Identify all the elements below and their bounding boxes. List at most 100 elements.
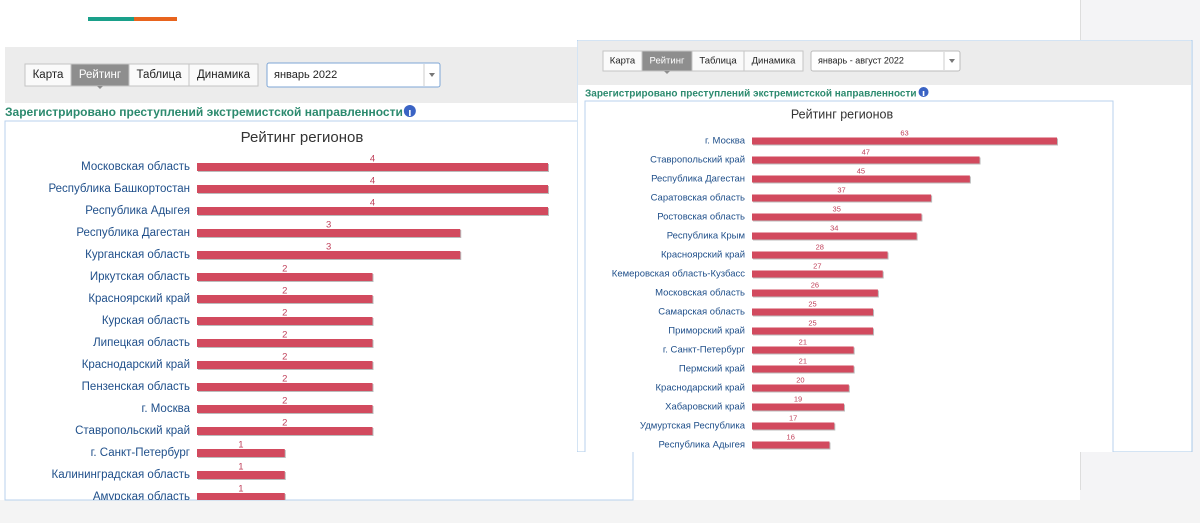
bar	[752, 251, 888, 259]
category-label: Пензенская область	[82, 381, 190, 393]
value-label: 37	[837, 185, 845, 194]
category-label: Московская область	[81, 161, 190, 173]
period-dropdown[interactable]	[266, 62, 441, 88]
value-label: 2	[282, 418, 287, 429]
value-label: 2	[282, 374, 287, 385]
info-icon-mark	[409, 110, 411, 116]
value-label: 17	[789, 413, 797, 422]
category-label: Курганская область	[85, 249, 190, 261]
chart-title: Рейтинг регионов	[791, 107, 894, 121]
category-label: Хабаровский край	[665, 402, 745, 413]
bar	[197, 471, 285, 479]
value-label: 26	[811, 280, 819, 289]
value-label: 4	[370, 176, 375, 187]
panel: Карта Рейтинг Таблица Динамика январь - авгу…	[577, 40, 1193, 452]
category-label: г. Москва	[705, 136, 746, 147]
category-label: Пермский край	[679, 364, 745, 375]
category-label: Иркутская область	[90, 271, 190, 283]
value-label: 20	[796, 375, 804, 384]
tab-label[interactable]: Динамика	[752, 56, 796, 67]
tab-pointer	[97, 86, 103, 89]
bar	[197, 251, 461, 259]
tab-label[interactable]: Рейтинг	[650, 56, 685, 67]
tab-label[interactable]: Динамика	[197, 69, 251, 81]
value-label: 21	[799, 337, 807, 346]
bar	[197, 185, 548, 193]
bar	[752, 422, 835, 430]
category-label: Саратовская область	[651, 193, 745, 204]
chart-box	[4, 120, 634, 501]
value-label: 25	[808, 299, 816, 308]
tab-label[interactable]: Таблица	[136, 69, 182, 81]
bar	[752, 327, 874, 335]
value-label: 63	[900, 128, 908, 137]
category-label: Липецкая область	[93, 337, 190, 349]
category-label: Кемеровская область-Кузбасс	[612, 269, 745, 280]
value-label: 34	[830, 223, 838, 232]
value-label: 3	[326, 242, 331, 253]
bar	[197, 229, 461, 237]
bar	[752, 175, 970, 183]
bar	[752, 213, 922, 221]
section-heading: Зарегистрировано преступлений экстремист…	[5, 105, 403, 119]
bar	[752, 137, 1057, 145]
bar	[752, 441, 830, 449]
category-label: Ставропольский край	[650, 155, 745, 166]
period-dropdown[interactable]	[810, 50, 961, 72]
tab[interactable]	[743, 50, 804, 72]
category-label: Республика Адыгея	[85, 205, 190, 217]
value-label: 21	[799, 356, 807, 365]
category-label: Краснодарский край	[656, 383, 745, 394]
value-label: 16	[787, 432, 795, 441]
category-label: Красноярский край	[661, 250, 745, 261]
tab-label[interactable]: Карта	[33, 69, 64, 81]
value-label: 1	[238, 462, 243, 473]
value-label: 1	[238, 440, 243, 451]
value-label: 4	[370, 198, 375, 209]
bar	[197, 273, 373, 281]
bar	[197, 405, 373, 413]
tab-pointer	[664, 71, 670, 74]
bar	[197, 383, 373, 391]
period-value[interactable]: январь 2022	[274, 69, 337, 81]
bar	[752, 403, 844, 411]
category-label: Курская область	[102, 315, 190, 327]
value-label: 2	[282, 264, 287, 275]
category-label: Республика Дагестан	[651, 174, 745, 185]
bar	[752, 308, 874, 316]
tab-label[interactable]: Таблица	[699, 56, 737, 67]
category-label: Удмуртская Республика	[640, 421, 746, 432]
dropdown-arrow[interactable]	[949, 59, 955, 63]
bar	[197, 163, 548, 171]
category-label: Ростовская область	[657, 212, 745, 223]
category-label: Самарская область	[658, 307, 745, 318]
bar	[752, 156, 980, 164]
value-label: 47	[862, 147, 870, 156]
bar	[752, 270, 883, 278]
value-label: 4	[370, 154, 375, 165]
bar	[752, 194, 932, 202]
tab-label[interactable]: Карта	[610, 56, 636, 67]
value-label: 19	[794, 394, 802, 403]
bar	[752, 384, 849, 392]
bar	[752, 346, 854, 354]
value-label: 35	[833, 204, 841, 213]
value-label: 25	[808, 318, 816, 327]
dropdown-arrow[interactable]	[429, 73, 435, 77]
logo-stripe	[88, 17, 134, 21]
category-label: г. Санкт-Петербург	[663, 345, 746, 356]
panel-controls: Карта Рейтинг Таблица Динамика январь 2022 За…	[5, 62, 441, 119]
value-label: 27	[813, 261, 821, 270]
bar	[197, 339, 373, 347]
tab[interactable]	[188, 63, 259, 87]
logo-stripe	[134, 17, 177, 21]
period-value[interactable]: январь - август 2022	[818, 55, 904, 65]
chart-title: Рейтинг регионов	[241, 129, 364, 146]
tab-label[interactable]: Рейтинг	[79, 69, 121, 81]
value-label: 2	[282, 352, 287, 363]
info-icon-mark	[922, 91, 925, 96]
footer-strip	[0, 500, 1200, 523]
category-label: Республика Адыгея	[659, 440, 746, 451]
bar	[197, 207, 548, 215]
